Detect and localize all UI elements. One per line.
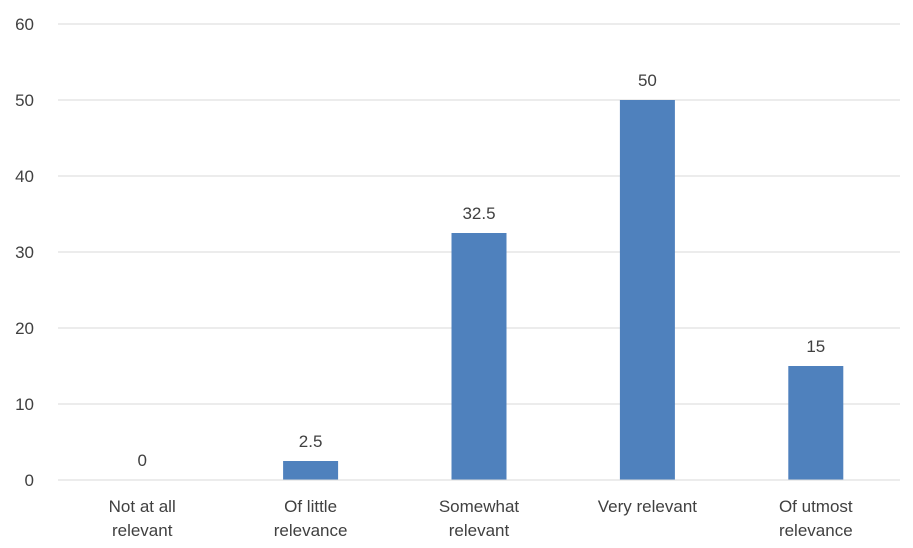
category-label: Not at all relevant [109, 497, 176, 540]
data-label: 50 [638, 71, 657, 90]
data-labels: 0 2.5 32.5 50 15 [137, 71, 825, 470]
category-label-line: Of little [284, 497, 337, 516]
category-label-line: relevance [274, 521, 348, 540]
data-label: 0 [137, 451, 146, 470]
category-label-line: Not at all [109, 497, 176, 516]
y-axis-tick-labels: 0 10 20 30 40 50 60 [15, 15, 34, 490]
bar [451, 233, 507, 480]
y-tick-label: 60 [15, 15, 34, 34]
category-label: Of utmost relevance [779, 497, 853, 540]
y-tick-label: 40 [15, 167, 34, 186]
category-label-line: Of utmost [779, 497, 853, 516]
data-label: 15 [806, 337, 825, 356]
data-label: 2.5 [299, 432, 323, 451]
y-tick-label: 20 [15, 319, 34, 338]
category-label-line: relevant [449, 521, 510, 540]
bars [283, 100, 844, 480]
y-tick-label: 0 [25, 471, 34, 490]
data-label: 32.5 [462, 204, 495, 223]
y-tick-label: 50 [15, 91, 34, 110]
category-label-line: Very relevant [598, 497, 697, 516]
y-tick-label: 10 [15, 395, 34, 414]
y-tick-label: 30 [15, 243, 34, 262]
bar [619, 100, 675, 480]
x-axis-category-labels: Not at all relevant Of little relevance Some… [109, 497, 853, 540]
category-label: Very relevant [598, 497, 697, 516]
category-label: Somewhat relevant [439, 497, 520, 540]
bar [283, 461, 339, 480]
category-label-line: relevance [779, 521, 853, 540]
category-label-line: Somewhat [439, 497, 520, 516]
category-label-line: relevant [112, 521, 173, 540]
bar [788, 366, 844, 480]
category-label: Of little relevance [274, 497, 348, 540]
